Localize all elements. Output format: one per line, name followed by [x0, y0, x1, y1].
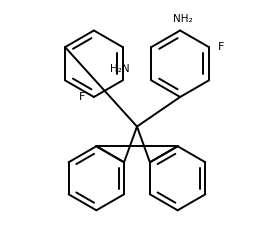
Text: F: F [218, 42, 224, 52]
Text: H₂N: H₂N [110, 64, 130, 74]
Text: F: F [79, 91, 85, 101]
Text: NH₂: NH₂ [173, 14, 192, 24]
